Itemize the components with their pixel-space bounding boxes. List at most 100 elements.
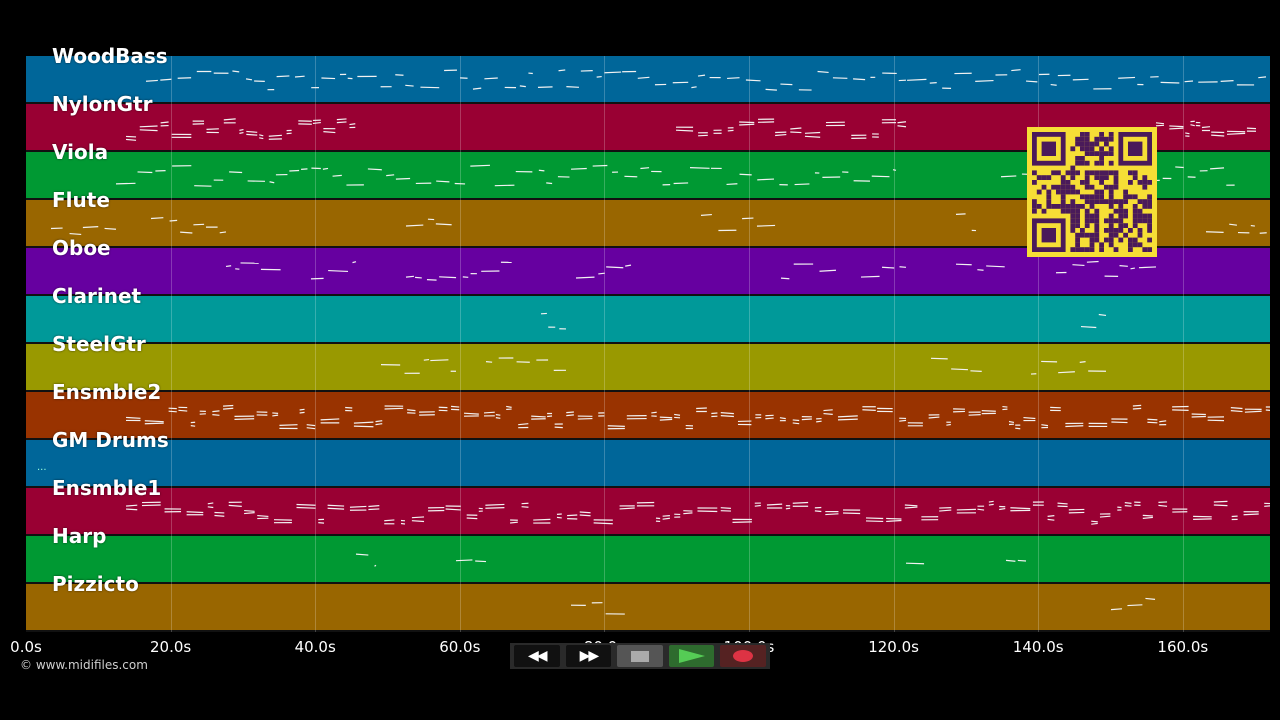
- note-stroke: [1147, 418, 1158, 421]
- grid-line: [1038, 56, 1040, 632]
- note-stroke: [575, 276, 595, 279]
- note-stroke: [349, 123, 356, 126]
- note-stroke: [386, 174, 395, 177]
- time-tick-label: 140.0s: [1012, 638, 1064, 656]
- note-stroke: [546, 182, 553, 185]
- note-stroke: [296, 506, 316, 509]
- note-stroke: [567, 514, 578, 517]
- note-stroke: [139, 129, 158, 132]
- note-stroke: [223, 407, 234, 410]
- play-button[interactable]: [668, 645, 715, 667]
- note-stroke: [832, 77, 848, 79]
- note-stroke: [727, 77, 740, 80]
- grid-line: [315, 56, 317, 632]
- note-stroke: [651, 411, 657, 414]
- note-stroke: [336, 121, 347, 124]
- note-stroke: [1175, 166, 1184, 169]
- note-stroke: [817, 70, 829, 74]
- note-stroke: [1098, 313, 1107, 317]
- note-stroke: [145, 79, 158, 82]
- note-stroke: [150, 217, 164, 220]
- note-stroke: [975, 79, 994, 82]
- note-stroke: [219, 231, 227, 234]
- note-stroke: [899, 266, 907, 268]
- note-stroke: [207, 506, 214, 509]
- track-name-label: SteelGtr: [52, 332, 146, 356]
- note-stroke: [1091, 522, 1098, 525]
- note-stroke: [968, 414, 981, 416]
- note-stroke: [756, 224, 776, 227]
- note-stroke: [726, 183, 738, 186]
- note-stroke: [538, 169, 545, 172]
- note-stroke: [853, 78, 866, 81]
- rewind-button[interactable]: ◀◀: [514, 645, 560, 667]
- note-stroke: [607, 425, 625, 427]
- note-stroke: [792, 501, 809, 504]
- note-stroke: [775, 133, 787, 137]
- note-stroke: [299, 408, 305, 411]
- note-stroke: [1017, 559, 1027, 562]
- fast-forward-button[interactable]: ▶▶: [565, 645, 612, 667]
- note-stroke: [691, 86, 697, 89]
- note-stroke: [865, 517, 884, 520]
- note-stroke: [1160, 81, 1180, 84]
- note-stroke: [1243, 513, 1259, 516]
- track-name-label: Flute: [52, 188, 110, 212]
- note-stroke: [180, 231, 193, 234]
- note-stroke: [946, 423, 951, 426]
- note-stroke: [367, 168, 383, 171]
- note-stroke: [1072, 78, 1089, 81]
- note-stroke: [519, 85, 526, 88]
- note-stroke: [981, 410, 996, 412]
- note-stroke: [956, 508, 976, 511]
- note-stroke: [405, 84, 414, 87]
- note-stroke: [245, 78, 253, 81]
- note-stroke: [495, 417, 501, 419]
- note-stroke: [1246, 127, 1257, 130]
- note-stroke: [306, 427, 316, 430]
- note-stroke: [792, 422, 800, 425]
- note-stroke: [593, 522, 613, 525]
- stop-button[interactable]: [617, 645, 663, 667]
- note-stroke: [375, 423, 383, 426]
- track-lane: [26, 440, 1270, 488]
- note-stroke: [659, 418, 673, 421]
- track-lane: [26, 344, 1270, 392]
- note-stroke: [321, 77, 336, 80]
- note-stroke: [229, 171, 243, 174]
- note-stroke: [223, 118, 236, 121]
- note-stroke: [1132, 404, 1142, 407]
- note-stroke: [1026, 80, 1038, 83]
- note-stroke: [886, 517, 902, 520]
- record-button[interactable]: [720, 645, 766, 667]
- note-stroke: [144, 420, 164, 423]
- note-stroke: [82, 225, 99, 229]
- note-stroke: [327, 504, 345, 507]
- note-stroke: [673, 182, 689, 185]
- track-name-label: Clarinet: [52, 284, 142, 308]
- time-tick-label: 160.0s: [1157, 638, 1209, 656]
- note-stroke: [939, 509, 952, 512]
- track-lane: [26, 536, 1270, 584]
- note-stroke: [206, 128, 219, 130]
- note-stroke: [720, 415, 734, 418]
- note-stroke: [1142, 514, 1153, 517]
- note-stroke: [439, 276, 457, 279]
- note-stroke: [659, 416, 673, 419]
- note-stroke: [1079, 361, 1086, 364]
- note-stroke: [1258, 76, 1267, 79]
- note-stroke: [1119, 265, 1128, 267]
- note-stroke: [1000, 175, 1017, 178]
- track-name-label: Ensmble2: [52, 380, 162, 404]
- note-stroke: [579, 511, 591, 514]
- note-stroke: [445, 508, 461, 511]
- note-stroke: [405, 275, 415, 278]
- note-stroke: [411, 520, 425, 523]
- note-stroke: [190, 425, 196, 427]
- note-stroke: [804, 131, 821, 134]
- note-stroke: [312, 121, 321, 125]
- note-stroke: [257, 514, 269, 518]
- note-stroke: [435, 223, 452, 226]
- note-stroke: [160, 121, 169, 124]
- note-stroke: [556, 516, 562, 519]
